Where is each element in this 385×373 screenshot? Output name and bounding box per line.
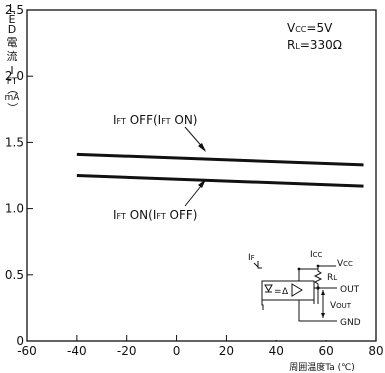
- y-axis-label-char: D: [8, 23, 16, 36]
- inset-rl-label: RL: [327, 273, 337, 283]
- x-tick-label: -40: [67, 344, 87, 358]
- annotation-ift-off: IFT OFF(IFT ON): [113, 113, 197, 127]
- annotation-ift-on: IFT ON(IFT OFF): [113, 208, 197, 222]
- y-axis-label-char: 流: [7, 49, 18, 63]
- x-tick-label: 80: [368, 344, 383, 358]
- y-tick-label: 1.5: [5, 135, 24, 149]
- x-tick-label: 60: [319, 344, 334, 358]
- series-line-2: [76, 174, 364, 188]
- x-axis-label: 周囲温度Ta (℃): [289, 361, 355, 373]
- x-tick-label: 40: [269, 344, 284, 358]
- y-tick-label: 2.0: [5, 69, 24, 83]
- y-axis-label-char: （: [6, 84, 19, 95]
- y-tick-label: 0.5: [5, 268, 24, 282]
- y-axis-label-char: 電: [7, 36, 18, 49]
- y-tick-label: 0: [16, 334, 24, 348]
- y-ticks: 0 0.5 1.0 1.5 2.0 2.5: [5, 3, 33, 348]
- plot-frame: [26, 9, 377, 342]
- inset-if-label: IF: [248, 253, 255, 263]
- y-axis-label-char: ）: [6, 103, 19, 114]
- inset-vcc-label: VCC: [337, 259, 353, 269]
- inset-vout-label: VOUT: [330, 301, 352, 311]
- x-ticks: -60 -40 -20 0 20 40 60 80: [17, 335, 384, 358]
- x-tick-label: 0: [173, 344, 181, 358]
- y-axis-label-char: E: [9, 13, 16, 26]
- inset-background: [232, 240, 375, 340]
- svg-text:Δ: Δ: [282, 287, 289, 297]
- y-axis-label-char: FT: [7, 77, 18, 87]
- y-axis-label-char: I: [10, 64, 13, 77]
- x-tick-label: 20: [219, 344, 234, 358]
- y-tick-label: 1.0: [5, 202, 24, 216]
- series-line-1: [76, 152, 364, 167]
- inset-out-label: OUT: [340, 285, 360, 295]
- series-lines: [76, 152, 364, 188]
- annotation-arrowhead-top: [198, 143, 206, 152]
- x-tick-label: -60: [17, 344, 37, 358]
- condition-rl: RL=330Ω: [287, 38, 342, 52]
- inset-icc-label: ICC: [310, 250, 323, 260]
- y-tick-label: 2.5: [5, 3, 24, 17]
- inset-gnd-label: GND: [340, 318, 361, 328]
- condition-vcc: VCC=5V: [287, 21, 333, 35]
- annotation-arrowhead-bottom: [198, 179, 206, 188]
- x-tick-label: -20: [117, 344, 137, 358]
- svg-text:=: =: [274, 287, 282, 297]
- y-axis-label-char: L: [9, 2, 16, 15]
- inset-circuit: IF ICC VCC RL OUT VOUT GND = Δ: [232, 240, 375, 340]
- y-axis-label-char: mA: [5, 93, 21, 103]
